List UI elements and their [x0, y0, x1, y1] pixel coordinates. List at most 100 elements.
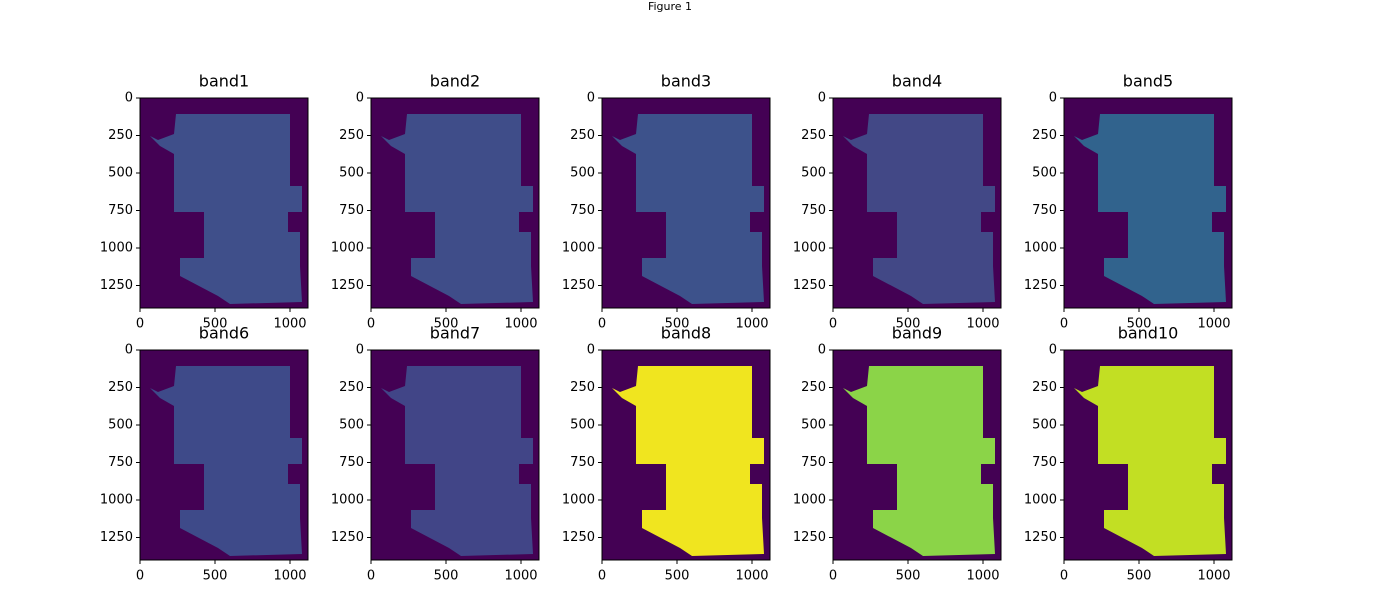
y-tick-label: 1250	[100, 278, 133, 293]
y-tick-label: 0	[818, 343, 826, 358]
x-tick-label: 0	[367, 317, 375, 332]
axes-frame	[832, 97, 1002, 309]
subplot-title: band8	[661, 324, 711, 343]
y-tick-label: 500	[339, 166, 364, 181]
x-tick-label: 0	[367, 569, 375, 584]
y-tick-label: 750	[108, 203, 133, 218]
x-tick-label: 500	[1127, 569, 1152, 584]
x-tick-label: 500	[203, 317, 228, 332]
subplot: band6 0 500 1000 0 250 500 750 1000 1250	[100, 324, 309, 584]
y-tick-label: 500	[801, 418, 826, 433]
x-tick-label: 500	[434, 569, 459, 584]
axes-frame	[370, 349, 540, 561]
y-tick-label: 750	[339, 455, 364, 470]
y-tick-label: 1250	[100, 530, 133, 545]
y-tick-label: 1000	[562, 241, 595, 256]
y-tick-label: 0	[587, 343, 595, 358]
y-tick-label: 500	[570, 418, 595, 433]
y-tick-label: 250	[1032, 128, 1057, 143]
y-tick-label: 0	[356, 343, 364, 358]
y-tick-label: 1000	[1024, 493, 1057, 508]
y-tick-label: 750	[570, 203, 595, 218]
subplot: band2 0 500 1000 0 250 500 750 1000 1250	[331, 72, 540, 332]
image-footprint	[1074, 114, 1226, 304]
y-tick-label: 500	[801, 166, 826, 181]
y-tick-label: 250	[1032, 380, 1057, 395]
y-tick-label: 1250	[1024, 278, 1057, 293]
subplot: band3 0 500 1000 0 250 500 750 1000 1250	[562, 72, 771, 332]
axes-frame	[139, 97, 309, 309]
y-tick-label: 0	[818, 91, 826, 106]
y-tick-label: 1000	[100, 493, 133, 508]
image-footprint	[381, 114, 533, 304]
x-tick-label: 0	[829, 317, 837, 332]
x-tick-label: 500	[434, 317, 459, 332]
x-tick-label: 500	[665, 317, 690, 332]
y-tick-label: 500	[339, 418, 364, 433]
y-tick-label: 1000	[793, 241, 826, 256]
y-tick-label: 250	[108, 380, 133, 395]
axes-frame	[832, 349, 1002, 561]
y-tick-label: 1250	[562, 530, 595, 545]
y-tick-label: 1000	[793, 493, 826, 508]
subplot-title: band7	[430, 324, 480, 343]
subplot-title: band5	[1123, 72, 1173, 91]
x-tick-label: 0	[136, 569, 144, 584]
x-tick-label: 1000	[735, 569, 768, 584]
y-tick-label: 750	[1032, 203, 1057, 218]
y-tick-label: 250	[108, 128, 133, 143]
y-tick-label: 750	[1032, 455, 1057, 470]
subplot: band5 0 500 1000 0 250 500 750 1000 1250	[1024, 72, 1233, 332]
y-tick-label: 0	[587, 91, 595, 106]
image-footprint	[612, 366, 764, 556]
x-tick-label: 500	[896, 569, 921, 584]
subplot-title: band4	[892, 72, 942, 91]
y-tick-label: 1000	[562, 493, 595, 508]
y-tick-label: 500	[1032, 166, 1057, 181]
y-tick-label: 250	[339, 380, 364, 395]
y-tick-label: 500	[108, 166, 133, 181]
subplot-title: band6	[199, 324, 249, 343]
y-tick-label: 250	[801, 380, 826, 395]
x-tick-label: 1000	[273, 569, 306, 584]
subplot: band4 0 500 1000 0 250 500 750 1000 1250	[793, 72, 1002, 332]
y-tick-label: 1250	[562, 278, 595, 293]
y-tick-label: 0	[356, 91, 364, 106]
y-tick-label: 1250	[793, 278, 826, 293]
image-footprint	[381, 366, 533, 556]
y-tick-label: 0	[125, 343, 133, 358]
x-tick-label: 500	[896, 317, 921, 332]
image-footprint	[1074, 366, 1226, 556]
y-tick-label: 750	[570, 455, 595, 470]
image-footprint	[843, 366, 995, 556]
subplot-title: band3	[661, 72, 711, 91]
y-tick-label: 1250	[331, 278, 364, 293]
y-tick-label: 1250	[331, 530, 364, 545]
subplot: band8 0 500 1000 0 250 500 750 1000 1250	[562, 324, 771, 584]
x-tick-label: 1000	[735, 317, 768, 332]
x-tick-label: 500	[203, 569, 228, 584]
x-tick-label: 0	[1060, 569, 1068, 584]
y-tick-label: 0	[125, 91, 133, 106]
subplot: band1 0 500 1000 0 250 500 750 1000 1250	[100, 72, 309, 332]
y-tick-label: 1000	[331, 241, 364, 256]
subplot: band10 0 500 1000 0 250 500 750 1000 1250	[1024, 324, 1233, 584]
subplot-title: band10	[1118, 324, 1179, 343]
y-tick-label: 1000	[331, 493, 364, 508]
x-tick-label: 0	[598, 569, 606, 584]
y-tick-label: 750	[801, 203, 826, 218]
window-title: Figure 1	[648, 0, 692, 13]
subplot-title: band9	[892, 324, 942, 343]
y-tick-label: 250	[339, 128, 364, 143]
y-tick-label: 250	[570, 128, 595, 143]
x-tick-label: 1000	[966, 317, 999, 332]
axes-frame	[601, 97, 771, 309]
x-tick-label: 500	[1127, 317, 1152, 332]
y-tick-label: 750	[339, 203, 364, 218]
y-tick-label: 1250	[1024, 530, 1057, 545]
axes-frame	[370, 97, 540, 309]
x-tick-label: 0	[1060, 317, 1068, 332]
image-footprint	[843, 114, 995, 304]
